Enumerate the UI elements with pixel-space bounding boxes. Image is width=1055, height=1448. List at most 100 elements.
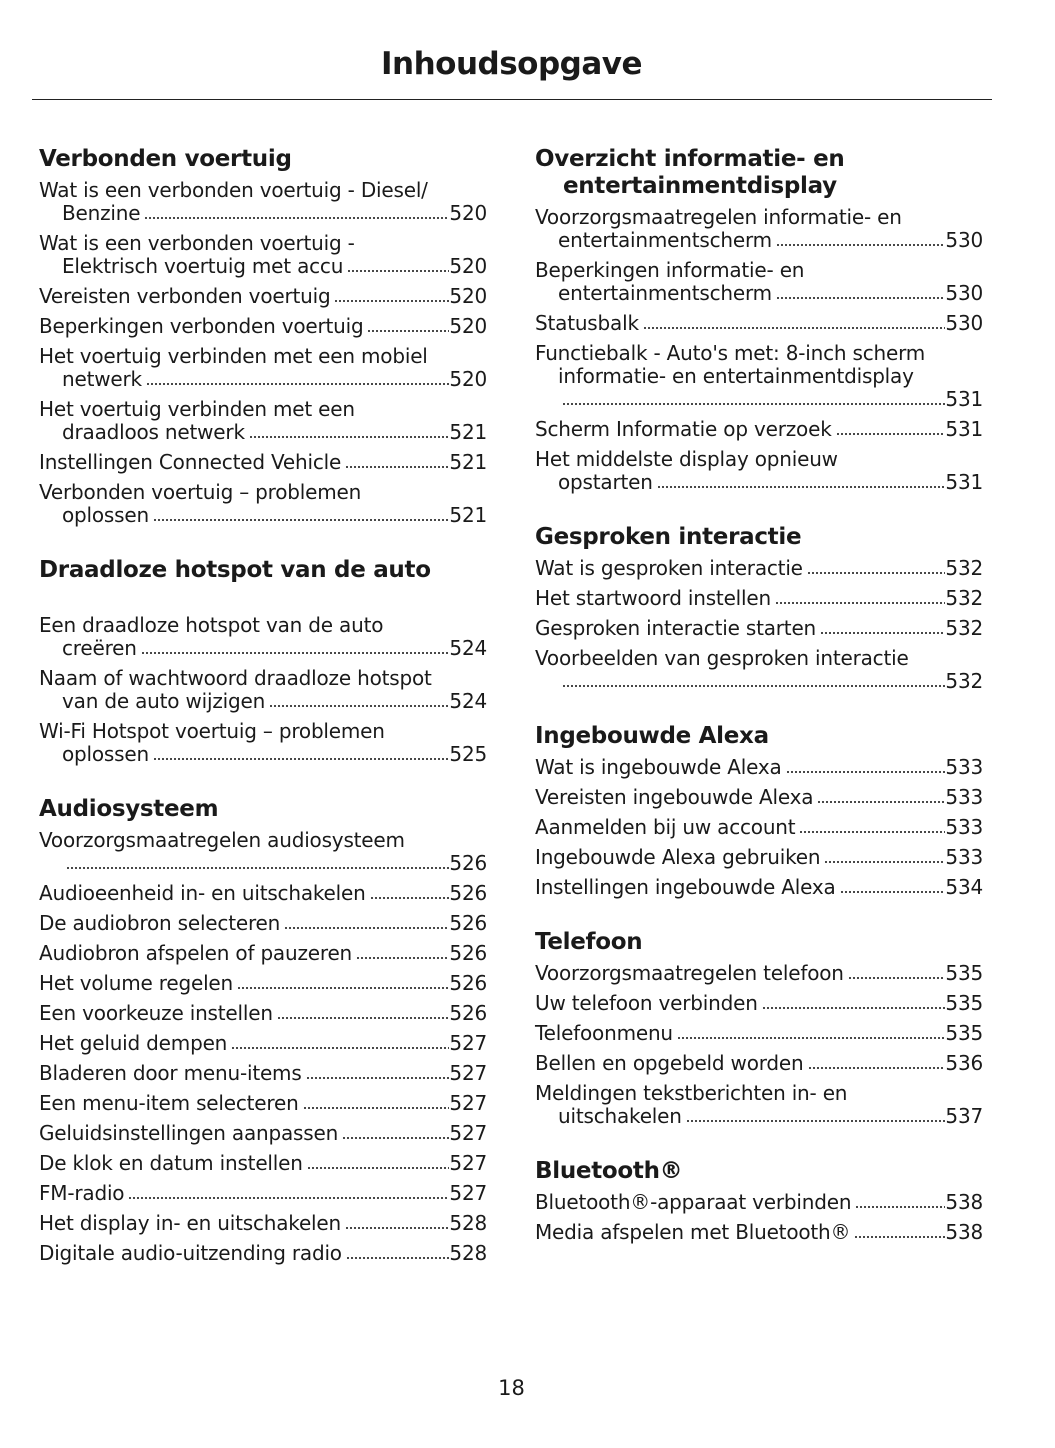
toc-entry[interactable]: Bluetooth®-apparaat verbinden 538 — [535, 1191, 983, 1214]
toc-page-number[interactable]: 538 — [945, 1190, 983, 1214]
toc-page-number[interactable]: 526 — [449, 851, 487, 875]
toc-page-number[interactable]: 527 — [449, 1151, 487, 1175]
toc-page-number[interactable]: 521 — [449, 450, 487, 474]
toc-page-number[interactable]: 533 — [945, 755, 983, 779]
toc-page-number[interactable]: 527 — [449, 1091, 487, 1115]
toc-page-number[interactable]: 534 — [945, 875, 983, 899]
toc-entry[interactable]: Audiobron afspelen of pauzeren 526 — [39, 942, 487, 965]
toc-entry[interactable]: Voorzorgsmaatregelen audiosysteem 526 — [39, 829, 487, 875]
toc-entry[interactable]: Meldingen tekstberichten in- en uitschake… — [535, 1082, 983, 1128]
toc-page-number[interactable]: 533 — [945, 815, 983, 839]
toc-entry[interactable]: Bladeren door menu-items 527 — [39, 1062, 487, 1085]
toc-entry[interactable]: Vereisten verbonden voertuig 520 — [39, 285, 487, 308]
toc-page-number[interactable]: 520 — [449, 284, 487, 308]
toc-entry[interactable]: Ingebouwde Alexa gebruiken 533 — [535, 846, 983, 869]
toc-entry[interactable]: Uw telefoon verbinden 535 — [535, 992, 983, 1015]
toc-page-number[interactable]: 530 — [945, 228, 983, 252]
toc-entry[interactable]: Beperkingen informatie- en entertainments… — [535, 259, 983, 305]
toc-entry[interactable]: Wat is gesproken interactie 532 — [535, 557, 983, 580]
toc-page-number[interactable]: 532 — [945, 556, 983, 580]
toc-page-number[interactable]: 538 — [945, 1220, 983, 1244]
toc-entry[interactable]: Het display in- en uitschakelen 528 — [39, 1212, 487, 1235]
toc-entry[interactable]: Een draadloze hotspot van de auto creëren… — [39, 614, 487, 660]
dot-leader — [562, 684, 946, 688]
toc-page-number[interactable]: 531 — [945, 470, 983, 494]
toc-entry[interactable]: Voorzorgsmaatregelen telefoon 535 — [535, 962, 983, 985]
toc-entry-text: Bellen en opgebeld worden — [535, 1051, 804, 1075]
toc-entry[interactable]: Beperkingen verbonden voertuig 520 — [39, 315, 487, 338]
toc-page-number[interactable]: 526 — [449, 971, 487, 995]
toc-page-number[interactable]: 527 — [449, 1181, 487, 1205]
dot-leader — [276, 1016, 450, 1020]
toc-entry[interactable]: Naam of wachtwoord draadloze hotspot van … — [39, 667, 487, 713]
toc-entry[interactable]: Wat is een verbonden voertuig - Elektrisc… — [39, 232, 487, 278]
toc-page-number[interactable]: 536 — [945, 1051, 983, 1075]
toc-page-number[interactable]: 526 — [449, 881, 487, 905]
toc-page-number[interactable]: 526 — [449, 1001, 487, 1025]
toc-entry[interactable]: Een menu-item selecteren 527 — [39, 1092, 487, 1115]
toc-entry-line: opstarten 531 — [535, 471, 983, 494]
toc-entry[interactable]: Verbonden voertuig – problemen oplossen 52… — [39, 481, 487, 527]
toc-entry[interactable]: Instellingen ingebouwde Alexa 534 — [535, 876, 983, 899]
toc-page-number[interactable]: 535 — [945, 1021, 983, 1045]
toc-entry[interactable]: Wat is ingebouwde Alexa 533 — [535, 756, 983, 779]
toc-page-number[interactable]: 526 — [449, 911, 487, 935]
toc-entry[interactable]: De klok en datum instellen 527 — [39, 1152, 487, 1175]
toc-page-number[interactable]: 533 — [945, 845, 983, 869]
toc-page-number[interactable]: 520 — [449, 254, 487, 278]
toc-page-number[interactable]: 526 — [449, 941, 487, 965]
toc-page-number[interactable]: 532 — [945, 616, 983, 640]
toc-entry[interactable]: Het middelste display opnieuw opstarten 53… — [535, 448, 983, 494]
toc-entry[interactable]: Aanmelden bij uw account 533 — [535, 816, 983, 839]
toc-entry[interactable]: Wi-Fi Hotspot voertuig – problemen oploss… — [39, 720, 487, 766]
toc-entry[interactable]: Vereisten ingebouwde Alexa 533 — [535, 786, 983, 809]
toc-page-number[interactable]: 531 — [945, 417, 983, 441]
toc-page-number[interactable]: 530 — [945, 281, 983, 305]
toc-entry[interactable]: Voorbeelden van gesproken interactie 532 — [535, 647, 983, 693]
toc-page-number[interactable]: 520 — [449, 367, 487, 391]
toc-entry[interactable]: Instellingen Connected Vehicle 521 — [39, 451, 487, 474]
toc-page-number[interactable]: 535 — [945, 961, 983, 985]
toc-entry[interactable]: Statusbalk 530 — [535, 312, 983, 335]
toc-entry[interactable]: Wat is een verbonden voertuig - Diesel/B… — [39, 179, 487, 225]
dot-leader — [334, 299, 450, 303]
toc-entry[interactable]: Functiebalk - Auto's met: 8-inch scherm i… — [535, 342, 983, 411]
toc-entry[interactable]: Het geluid dempen 527 — [39, 1032, 487, 1055]
toc-page-number[interactable]: 532 — [945, 669, 983, 693]
toc-entry[interactable]: Media afspelen met Bluetooth® 538 — [535, 1221, 983, 1244]
toc-page-number[interactable]: 521 — [449, 503, 487, 527]
toc-page-number[interactable]: 528 — [449, 1241, 487, 1265]
toc-page-number[interactable]: 527 — [449, 1121, 487, 1145]
toc-page-number[interactable]: 524 — [449, 636, 487, 660]
toc-entry-text: Statusbalk — [535, 311, 639, 335]
toc-page-number[interactable]: 532 — [945, 586, 983, 610]
toc-entry[interactable]: FM-radio 527 — [39, 1182, 487, 1205]
toc-page-number[interactable]: 530 — [945, 311, 983, 335]
toc-page-number[interactable]: 527 — [449, 1031, 487, 1055]
toc-page-number[interactable]: 528 — [449, 1211, 487, 1235]
toc-entry[interactable]: Het startwoord instellen 532 — [535, 587, 983, 610]
toc-entry[interactable]: Bellen en opgebeld worden 536 — [535, 1052, 983, 1075]
toc-entry[interactable]: Gesproken interactie starten 532 — [535, 617, 983, 640]
toc-page-number[interactable]: 521 — [449, 420, 487, 444]
toc-entry[interactable]: Het voertuig verbinden met een draadloos … — [39, 398, 487, 444]
toc-page-number[interactable]: 537 — [945, 1104, 983, 1128]
toc-page-number[interactable]: 535 — [945, 991, 983, 1015]
toc-entry[interactable]: Een voorkeuze instellen 526 — [39, 1002, 487, 1025]
toc-page-number[interactable]: 520 — [449, 314, 487, 338]
toc-page-number[interactable]: 525 — [449, 742, 487, 766]
toc-page-number[interactable]: 524 — [449, 689, 487, 713]
toc-entry[interactable]: Voorzorgsmaatregelen informatie- en enter… — [535, 206, 983, 252]
toc-entry[interactable]: De audiobron selecteren 526 — [39, 912, 487, 935]
toc-page-number[interactable]: 531 — [945, 387, 983, 411]
toc-entry[interactable]: Het volume regelen 526 — [39, 972, 487, 995]
toc-entry[interactable]: Geluidsinstellingen aanpassen 527 — [39, 1122, 487, 1145]
toc-page-number[interactable]: 533 — [945, 785, 983, 809]
toc-page-number[interactable]: 527 — [449, 1061, 487, 1085]
toc-entry[interactable]: Scherm Informatie op verzoek 531 — [535, 418, 983, 441]
toc-entry[interactable]: Het voertuig verbinden met een mobiel net… — [39, 345, 487, 391]
toc-entry[interactable]: Telefoonmenu 535 — [535, 1022, 983, 1045]
toc-entry[interactable]: Digitale audio-uitzending radio 528 — [39, 1242, 487, 1265]
toc-page-number[interactable]: 520 — [449, 201, 487, 225]
toc-entry[interactable]: Audioeenheid in- en uitschakelen 526 — [39, 882, 487, 905]
